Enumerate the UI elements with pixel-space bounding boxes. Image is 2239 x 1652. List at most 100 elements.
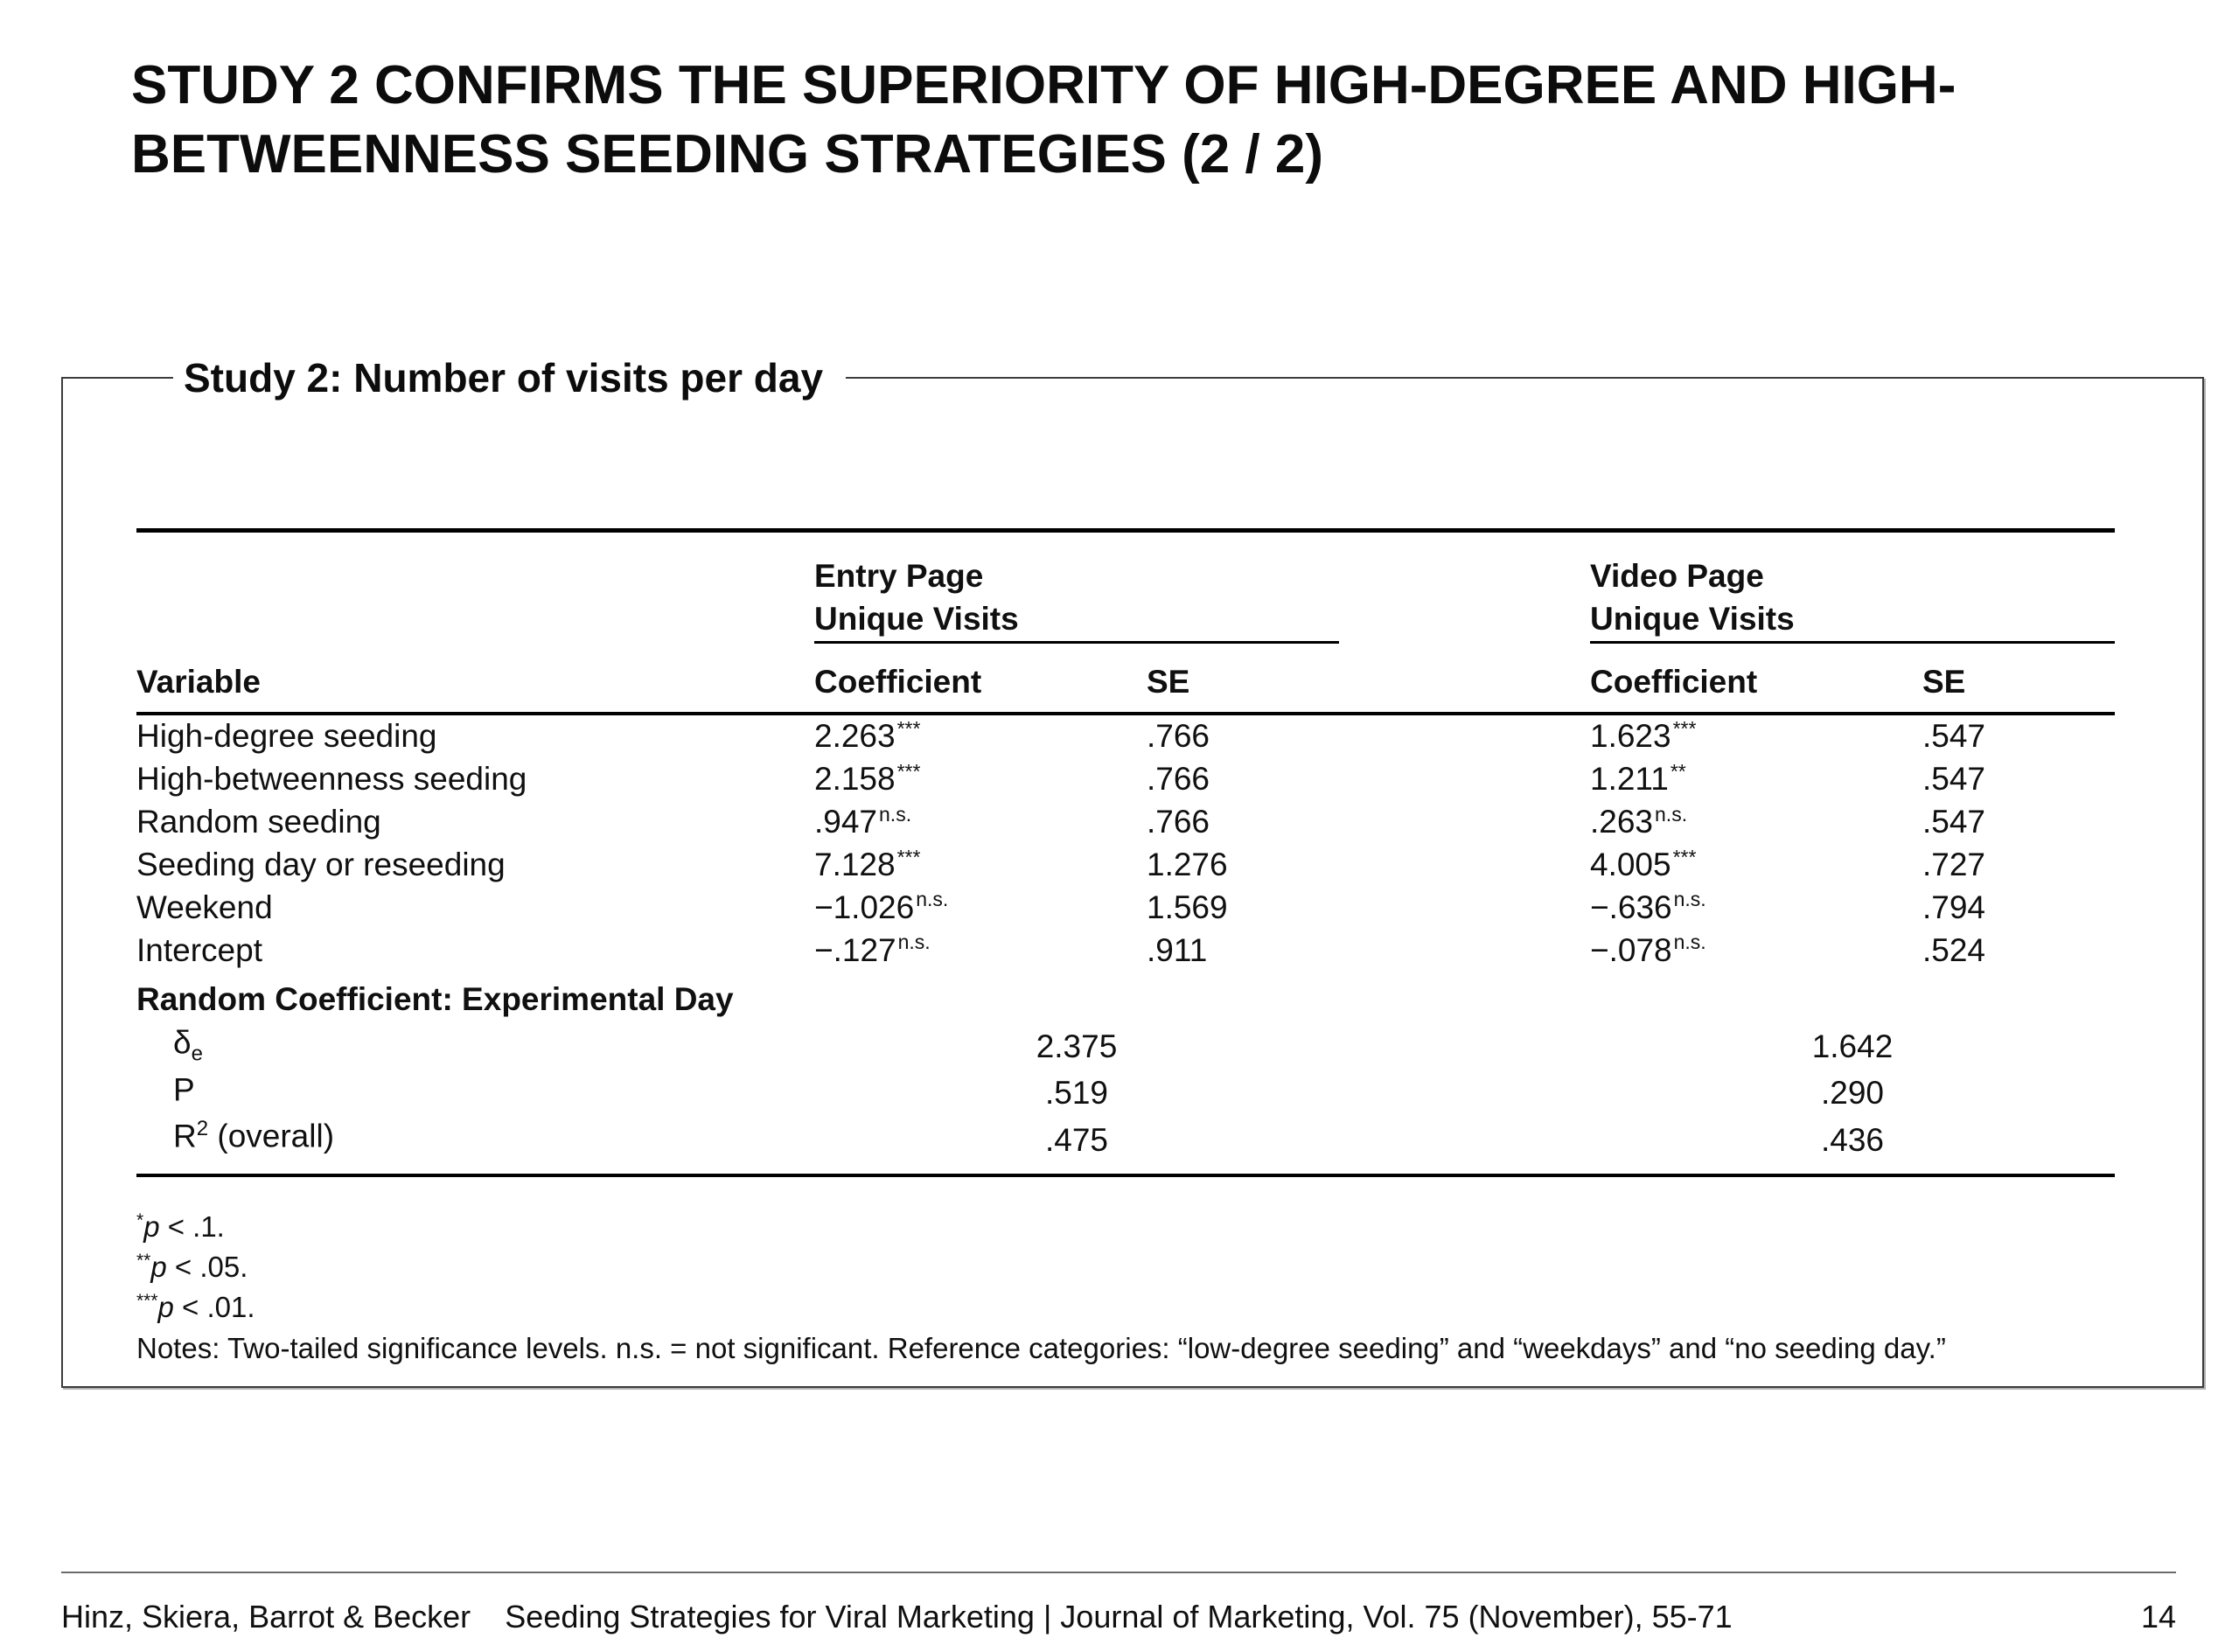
- significance-marker: n.s.: [879, 802, 912, 826]
- variable-label: High-betweenness seeding: [136, 761, 527, 798]
- coefficient-value: .263: [1590, 804, 1654, 840]
- table-row: P .519 .290: [136, 1069, 2115, 1115]
- coefficient-cell: 7.128***: [814, 844, 1147, 887]
- group-header-row: Entry Page Unique Visits Video Page Uniq…: [136, 530, 2115, 644]
- se-cell: .524: [1922, 931, 1986, 968]
- group-header-empty: [136, 531, 814, 643]
- coefficient-cell: 4.005***: [1590, 844, 1922, 887]
- coefficient-value: .947: [814, 804, 878, 840]
- slide-title: STUDY 2 CONFIRMS THE SUPERIORITY OF HIGH…: [131, 55, 1957, 185]
- statistic-value-video: 1.642: [1811, 1028, 1894, 1064]
- statistic-label: P: [136, 1069, 814, 1115]
- se-cell: .766: [1147, 804, 1210, 840]
- footnote: *p < .1.: [136, 1207, 2115, 1247]
- column-header-se-video: SE: [1922, 642, 2115, 716]
- footer-divider: [61, 1572, 2176, 1573]
- coefficient-value: −1.026: [814, 889, 915, 925]
- significance-marker: n.s.: [1673, 931, 1706, 954]
- footnote-text: < .1.: [159, 1210, 225, 1244]
- coefficient-cell: 1.211**: [1590, 758, 1922, 801]
- coefficient-value: −.078: [1590, 931, 1672, 968]
- se-cell: 1.276: [1147, 846, 1228, 882]
- significance-marker: n.s.: [1673, 888, 1706, 911]
- variable-label: Random seeding: [136, 804, 381, 840]
- coefficient-value: 1.211: [1590, 761, 1669, 798]
- column-header-spacer: [1339, 642, 1590, 716]
- group-header-entry: Entry Page Unique Visits: [814, 530, 1339, 644]
- coefficient-cell: −.127n.s.: [814, 930, 1147, 972]
- variable-label: High-degree seeding: [136, 718, 437, 755]
- coefficient-value: 7.128: [814, 846, 896, 882]
- statistic-symbol: δ: [173, 1024, 192, 1061]
- spacer-cell: [1339, 844, 1590, 887]
- column-header-se-entry: SE: [1147, 642, 1339, 716]
- table-row: R2 (overall) .475 .436: [136, 1115, 2115, 1178]
- footer: Hinz, Skiera, Barrot & Becker Seeding St…: [61, 1599, 2176, 1635]
- footnote-p: p: [150, 1250, 167, 1283]
- spacer-cell: [1339, 1115, 1590, 1178]
- column-header-row: Variable Coefficient SE Coefficient SE: [136, 642, 2115, 716]
- se-cell: .766: [1147, 718, 1210, 755]
- table-notes: Notes: Two-tailed significance levels. n…: [136, 1332, 1946, 1365]
- coefficient-cell: .263n.s.: [1590, 801, 1922, 844]
- page-number: 14: [2140, 1599, 2176, 1635]
- section-header: Random Coefficient: Experimental Day: [136, 981, 734, 1018]
- column-header-coefficient-entry: Coefficient: [814, 642, 1147, 716]
- footnote: **p < .05.: [136, 1247, 2115, 1287]
- footnote-marker: **: [136, 1250, 151, 1271]
- coefficient-value: −.127: [814, 931, 896, 968]
- coefficient-cell: .947n.s.: [814, 801, 1147, 844]
- table-row: Intercept −.127n.s. .911 −.078n.s. .524: [136, 930, 2115, 972]
- statistic-value-video: .290: [1820, 1075, 1884, 1112]
- significance-marker: ***: [896, 845, 921, 868]
- study-panel: Study 2: Number of visits per day Entry …: [61, 354, 2204, 1388]
- spacer-cell: [1339, 1069, 1590, 1115]
- table-row: Seeding day or reseeding 7.128*** 1.276 …: [136, 844, 2115, 887]
- coefficient-cell: 1.623***: [1590, 714, 1922, 758]
- statistic-symbol: R: [173, 1118, 197, 1154]
- footnote-text: < .05.: [166, 1250, 248, 1283]
- table-row: Random seeding .947n.s. .766 .263n.s. .5…: [136, 801, 2115, 844]
- statistic-symbol: P: [173, 1071, 195, 1107]
- coefficient-cell: 2.158***: [814, 758, 1147, 801]
- coefficient-value: 1.623: [1590, 718, 1671, 755]
- coefficient-value: 2.263: [814, 718, 896, 755]
- spacer-cell: [1339, 801, 1590, 844]
- footnote: ***p < .01.: [136, 1287, 2115, 1328]
- footer-citation: Seeding Strategies for Viral Marketing |…: [505, 1599, 1733, 1635]
- significance-marker: ***: [1672, 845, 1697, 868]
- statistic-value-entry: 2.375: [1036, 1028, 1118, 1064]
- significance-marker: ***: [1672, 717, 1697, 741]
- statistic-subscript: e: [191, 1042, 203, 1066]
- footnote-marker: ***: [136, 1290, 158, 1311]
- significance-marker: ***: [896, 759, 921, 783]
- group-header-spacer: [1339, 531, 1590, 643]
- statistic-superscript: 2: [196, 1117, 209, 1141]
- table-row: High-degree seeding 2.263*** .766 1.623*…: [136, 714, 2115, 758]
- coefficient-cell: 2.263***: [814, 714, 1147, 758]
- column-header-variable: Variable: [136, 642, 814, 716]
- footnote-text: < .01.: [173, 1290, 255, 1323]
- table-row: High-betweenness seeding 2.158*** .766 1…: [136, 758, 2115, 801]
- statistic-value-entry: .475: [814, 1115, 1339, 1178]
- section-header-row: Random Coefficient: Experimental Day: [136, 972, 2115, 1021]
- coefficient-value: 2.158: [814, 761, 896, 798]
- footnote-marker: *: [136, 1210, 144, 1231]
- results-table: Entry Page Unique Visits Video Page Uniq…: [136, 528, 2115, 1178]
- footnote-p: p: [143, 1210, 160, 1244]
- statistic-value-video: .436: [1590, 1115, 2115, 1178]
- coefficient-cell: −.636n.s.: [1590, 887, 1922, 930]
- se-cell: 1.569: [1147, 889, 1228, 925]
- footnotes: *p < .1. **p < .05. ***p < .01. Notes: T…: [136, 1207, 2115, 1368]
- variable-label: Intercept: [136, 931, 262, 968]
- group-header-video: Video Page Unique Visits: [1590, 530, 2115, 644]
- statistic-label: δe: [136, 1021, 814, 1068]
- se-cell: .766: [1147, 761, 1210, 798]
- se-cell: .794: [1922, 889, 1986, 925]
- significance-marker: n.s.: [1655, 802, 1688, 826]
- coefficient-cell: −.078n.s.: [1590, 930, 1922, 972]
- variable-label: Seeding day or reseeding: [136, 846, 506, 882]
- significance-marker: **: [1670, 759, 1686, 783]
- spacer-cell: [1339, 887, 1590, 930]
